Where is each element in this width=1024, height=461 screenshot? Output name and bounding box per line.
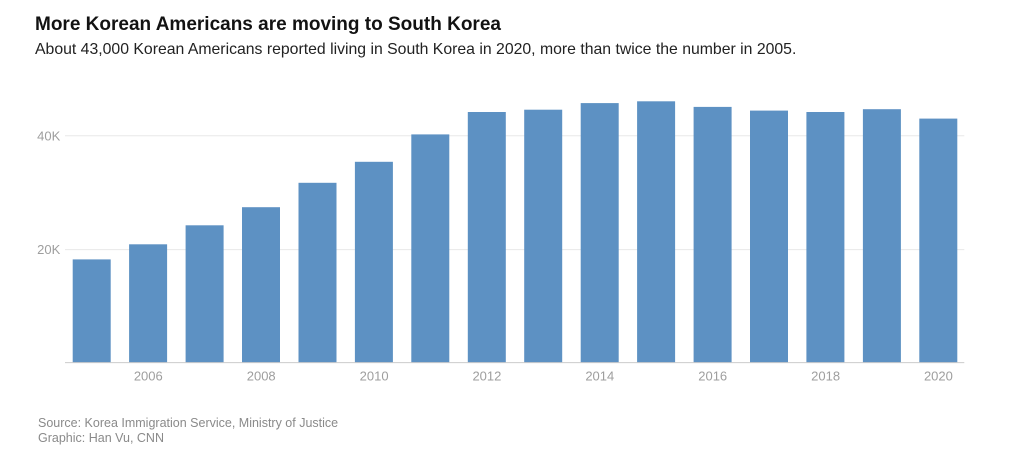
svg-text:20K: 20K xyxy=(37,242,60,257)
svg-text:2010: 2010 xyxy=(360,369,389,384)
svg-text:2020: 2020 xyxy=(924,369,953,384)
svg-text:2018: 2018 xyxy=(811,369,840,384)
svg-text:2008: 2008 xyxy=(247,369,276,384)
svg-text:2012: 2012 xyxy=(472,369,501,384)
svg-text:2016: 2016 xyxy=(698,369,727,384)
svg-text:2006: 2006 xyxy=(134,369,163,384)
svg-text:2014: 2014 xyxy=(585,369,614,384)
svg-text:40K: 40K xyxy=(37,128,60,143)
